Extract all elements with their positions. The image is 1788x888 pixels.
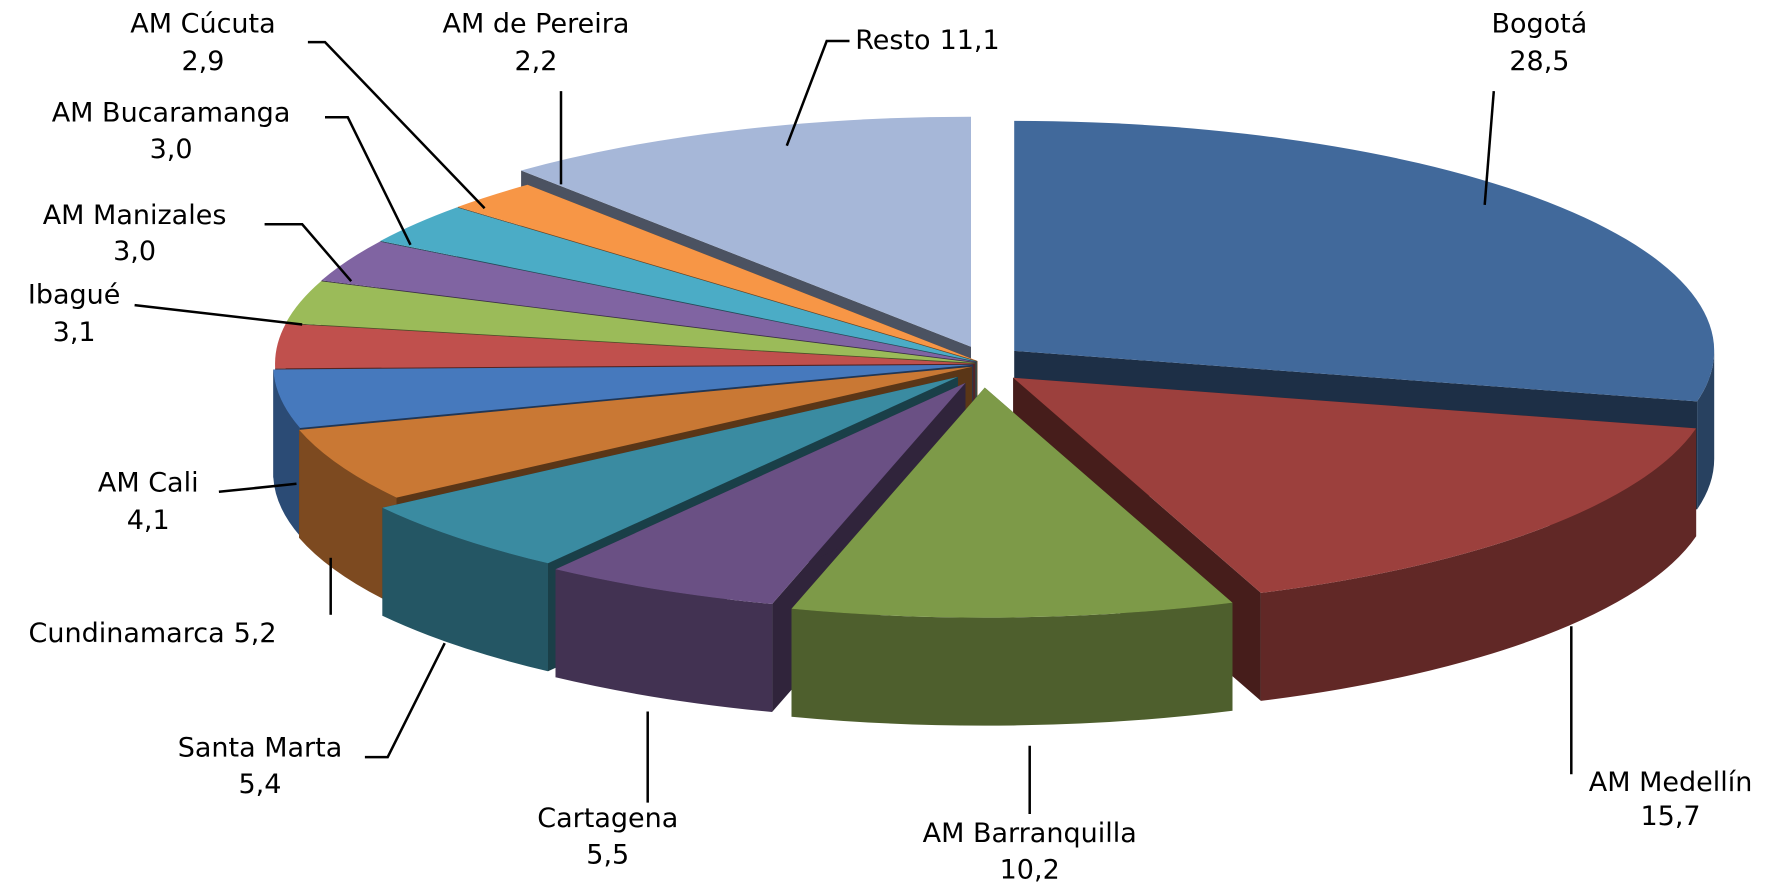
slice bbox=[273, 364, 974, 428]
category-label: Ibagué bbox=[28, 280, 121, 311]
value-label: 3,1 bbox=[53, 317, 96, 348]
category-label: Cartagena bbox=[537, 803, 678, 834]
leader-line bbox=[325, 116, 412, 246]
value-label: 5,4 bbox=[239, 769, 282, 800]
slice bbox=[1013, 377, 1697, 593]
category-label: AM Manizales bbox=[43, 200, 227, 231]
leader-line bbox=[264, 223, 353, 283]
value-label: 2,2 bbox=[514, 46, 557, 77]
slice-side bbox=[1260, 428, 1697, 701]
value-label: 28,5 bbox=[1509, 46, 1569, 77]
category-label: Bogotá bbox=[1491, 9, 1587, 40]
category-label: AM Bucaramanga bbox=[52, 97, 291, 128]
category-label: AM Barranquilla bbox=[923, 818, 1137, 849]
slice bbox=[285, 281, 976, 363]
leader-line bbox=[307, 40, 486, 210]
slice bbox=[275, 323, 976, 369]
slice bbox=[382, 376, 958, 564]
leader-line bbox=[785, 39, 850, 147]
category-label: AM Cúcuta bbox=[130, 9, 275, 40]
category-label: Resto bbox=[855, 24, 930, 55]
category-label: AM Cali bbox=[98, 467, 199, 498]
leader-line bbox=[1483, 91, 1496, 205]
slice-side bbox=[273, 369, 300, 536]
slice-side bbox=[791, 602, 1233, 726]
slice bbox=[299, 366, 973, 498]
leader-line bbox=[364, 642, 446, 759]
value-label: 2,9 bbox=[181, 46, 224, 77]
category-label: Cundinamarca bbox=[29, 618, 225, 649]
category-label: Santa Marta bbox=[178, 733, 343, 764]
value-label: 5,2 bbox=[234, 618, 277, 649]
slice-side bbox=[299, 429, 397, 606]
value-label: 3,0 bbox=[113, 236, 156, 267]
slice bbox=[1014, 120, 1715, 402]
slice bbox=[457, 184, 978, 361]
slice bbox=[555, 382, 966, 604]
slice bbox=[380, 207, 977, 362]
value-label: 4,1 bbox=[127, 505, 170, 536]
data-label: Cundinamarca 5,2 bbox=[29, 618, 277, 649]
slice bbox=[791, 387, 1233, 618]
leader-line bbox=[218, 482, 297, 494]
pie-tops bbox=[273, 116, 1715, 618]
slice-side bbox=[555, 569, 773, 712]
slice bbox=[321, 241, 976, 363]
leader-lines bbox=[134, 39, 1573, 814]
category-label: AM de Pereira bbox=[442, 9, 629, 40]
value-label: 5,5 bbox=[586, 840, 629, 871]
leader-line bbox=[134, 303, 303, 326]
slice-side bbox=[382, 507, 548, 672]
slice-side bbox=[1697, 350, 1715, 510]
data-label: Resto 11,1 bbox=[855, 24, 999, 55]
category-label: AM Medellín bbox=[1589, 767, 1753, 798]
value-label: 3,0 bbox=[150, 134, 193, 165]
value-label: 11,1 bbox=[940, 24, 1000, 55]
value-label: 15,7 bbox=[1640, 801, 1700, 832]
slice bbox=[521, 116, 971, 347]
value-label: 10,2 bbox=[1000, 854, 1060, 885]
